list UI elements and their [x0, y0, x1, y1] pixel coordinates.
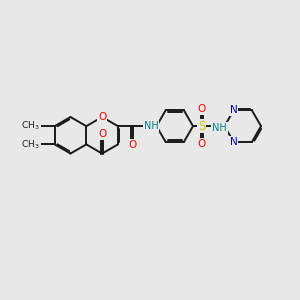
Text: O: O: [198, 139, 206, 148]
Text: CH$_3$: CH$_3$: [21, 138, 40, 151]
Text: CH$_3$: CH$_3$: [21, 120, 40, 132]
Text: O: O: [198, 104, 206, 114]
Text: O: O: [98, 129, 106, 139]
Text: O: O: [128, 140, 136, 150]
Text: NH: NH: [212, 123, 227, 133]
Text: O: O: [98, 112, 106, 122]
Text: NH: NH: [144, 121, 159, 131]
Text: S: S: [198, 120, 206, 133]
Text: N: N: [230, 105, 238, 115]
Text: N: N: [230, 137, 238, 147]
